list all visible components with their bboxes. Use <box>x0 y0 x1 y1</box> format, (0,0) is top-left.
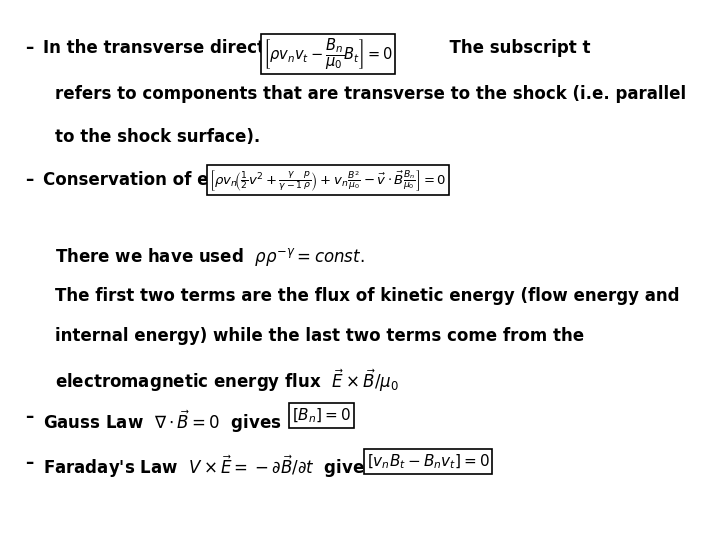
Text: to the shock surface).: to the shock surface). <box>55 127 260 146</box>
Text: internal energy) while the last two terms come from the: internal energy) while the last two term… <box>55 327 584 346</box>
Text: $\left[v_n B_t - B_n v_t\right] = 0$: $\left[v_n B_t - B_n v_t\right] = 0$ <box>366 452 490 470</box>
Text: There we have used  $\rho\rho^{-\gamma} = const.$: There we have used $\rho\rho^{-\gamma} =… <box>55 246 364 268</box>
Text: $\left[\rho v_n v_t - \dfrac{B_n}{\mu_0} B_t\right] = 0$: $\left[\rho v_n v_t - \dfrac{B_n}{\mu_0}… <box>263 36 392 72</box>
Text: electromagnetic energy flux  $\vec{E}\times\vec{B}/\mu_0$: electromagnetic energy flux $\vec{E}\tim… <box>55 368 399 394</box>
Text: $\left[B_n\right] = 0$: $\left[B_n\right] = 0$ <box>292 407 351 425</box>
Text: In the transverse direction:: In the transverse direction: <box>43 39 300 57</box>
Text: The first two terms are the flux of kinetic energy (flow energy and: The first two terms are the flux of kine… <box>55 287 680 305</box>
Text: $\left[\rho v_n\!\left(\frac{1}{2}v^2 + \frac{\gamma}{\gamma-1}\frac{p}{\rho}\ri: $\left[\rho v_n\!\left(\frac{1}{2}v^2 + … <box>210 168 446 193</box>
Text: Conservation of energy: Conservation of energy <box>43 171 263 188</box>
Text: refers to components that are transverse to the shock (i.e. parallel: refers to components that are transverse… <box>55 85 686 103</box>
Text: $\left[\rho v_n v_t - \dfrac{B_n}{\mu_0} B_t\right] = 0$: $\left[\rho v_n v_t - \dfrac{B_n}{\mu_0}… <box>263 36 392 72</box>
Text: Faraday's Law  $V\times\vec{E} = -\partial\vec{B}/\partial t$  gives: Faraday's Law $V\times\vec{E} = -\partia… <box>43 454 374 480</box>
Text: –: – <box>25 454 33 472</box>
Text: –: – <box>25 171 33 188</box>
Text: The subscript t: The subscript t <box>438 39 590 57</box>
Text: Gauss Law  $\nabla\cdot\vec{B} = 0$  gives: Gauss Law $\nabla\cdot\vec{B} = 0$ gives <box>43 408 282 435</box>
Text: –: – <box>25 408 33 426</box>
Text: –: – <box>25 39 33 57</box>
